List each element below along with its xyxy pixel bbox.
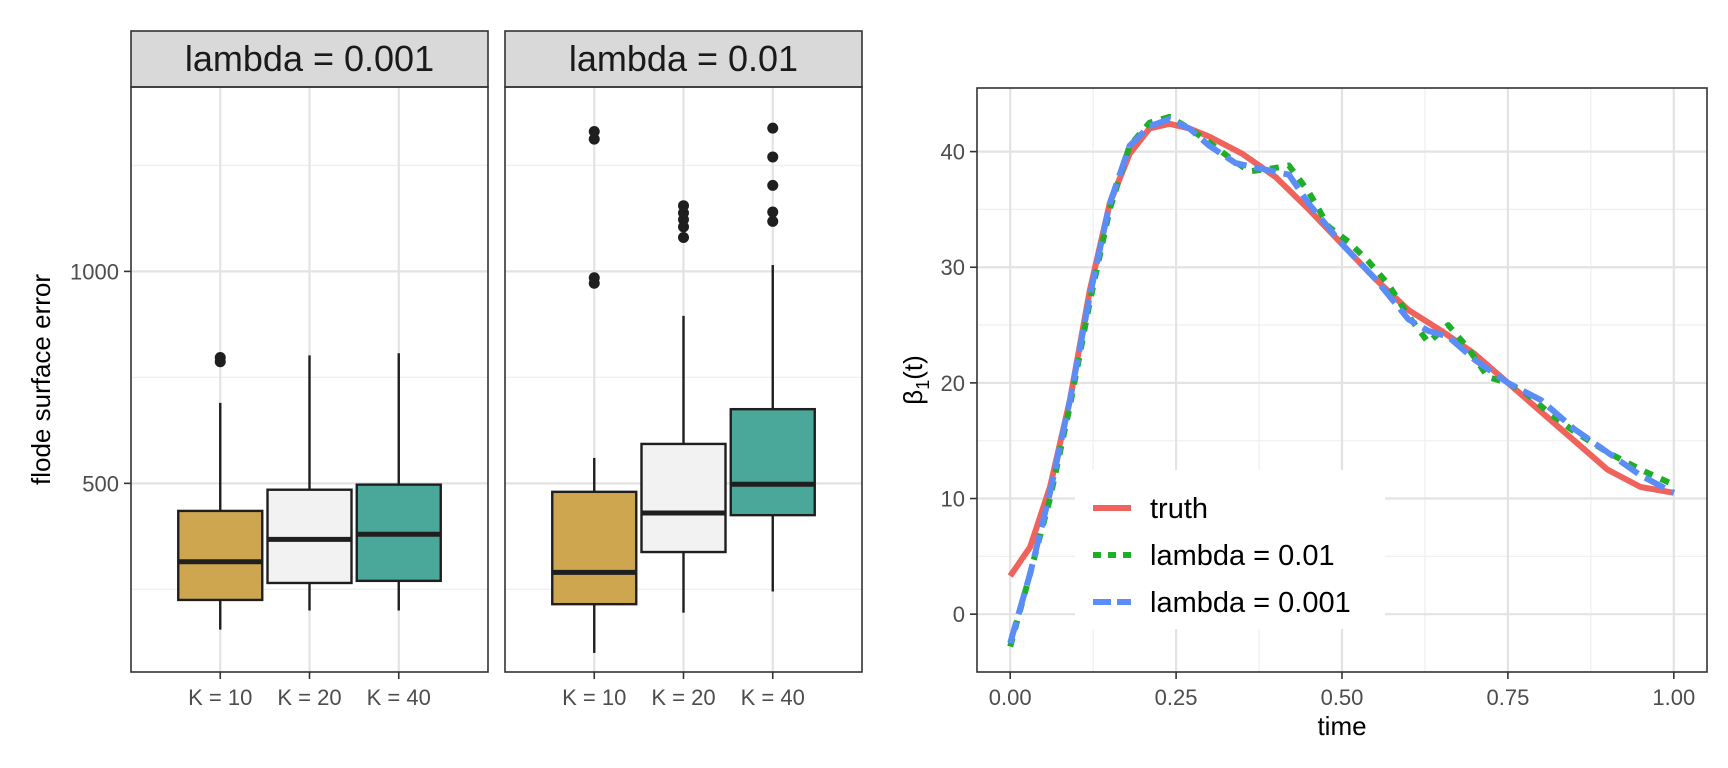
facet-label: lambda = 0.01	[569, 38, 798, 79]
outlier-point	[767, 179, 779, 191]
legend-label-0: truth	[1150, 493, 1208, 525]
y-axis-title-suffix: (t)	[898, 355, 928, 380]
box	[551, 490, 638, 606]
legend-label-2: lambda = 0.001	[1150, 587, 1351, 619]
x-tick-label: 0.50	[1321, 685, 1364, 710]
y-axis-title: flode surface error	[26, 274, 56, 485]
y-tick-label: 0	[953, 602, 965, 627]
line-chart: truth lambda = 0.01 lambda = 0.001 0.00 0.25…	[898, 87, 1708, 741]
outlier-point	[588, 272, 600, 284]
panel-border	[130, 86, 489, 673]
legend-label-1: lambda = 0.01	[1150, 540, 1335, 572]
outlier-point	[678, 200, 689, 212]
y-tick-label: 10	[941, 487, 965, 512]
x-tick-label: 0.75	[1486, 685, 1529, 710]
x-tick-label: K = 10	[188, 685, 252, 710]
x-axis-title: time	[1317, 711, 1366, 741]
box	[640, 442, 727, 554]
x-tick-label: K = 40	[741, 685, 805, 710]
y-axis-title-subscript: 1	[913, 380, 933, 390]
x-tick-label: K = 10	[562, 685, 626, 710]
panel-border	[504, 86, 863, 673]
box	[266, 488, 353, 585]
outlier-point	[767, 122, 779, 134]
y-tick-label: 30	[941, 255, 965, 280]
outlier-point	[767, 206, 779, 218]
y-axis-title-base: β	[898, 390, 928, 405]
x-tick-label: K = 20	[277, 685, 341, 710]
x-tick-label: 0.25	[1155, 685, 1198, 710]
y-tick-label: 40	[941, 140, 965, 165]
y-tick-label: 20	[941, 371, 965, 396]
outlier-point	[588, 126, 600, 138]
facet-strip	[130, 30, 489, 88]
outlier-point	[588, 133, 600, 145]
outlier-point	[678, 231, 689, 243]
x-tick-label: 1.00	[1652, 685, 1695, 710]
series-line-2	[1007, 116, 1676, 644]
outlier-point	[767, 151, 779, 163]
x-tick-label: K = 20	[651, 685, 715, 710]
x-tick-label: 0.00	[989, 685, 1032, 710]
facet-label: lambda = 0.001	[185, 38, 434, 79]
outlier-point	[214, 351, 226, 363]
y-axis-title: β1(t)	[898, 355, 933, 405]
y-tick-label: 500	[82, 471, 119, 496]
y-tick-label: 1000	[70, 259, 119, 284]
box	[729, 407, 816, 517]
box	[177, 509, 264, 602]
x-tick-label: K = 40	[367, 685, 431, 710]
boxplot-chart: lambda = 0.001 K = 10 K = 20 K = 40 lambda =…	[26, 30, 863, 710]
outlier-point	[767, 215, 779, 227]
